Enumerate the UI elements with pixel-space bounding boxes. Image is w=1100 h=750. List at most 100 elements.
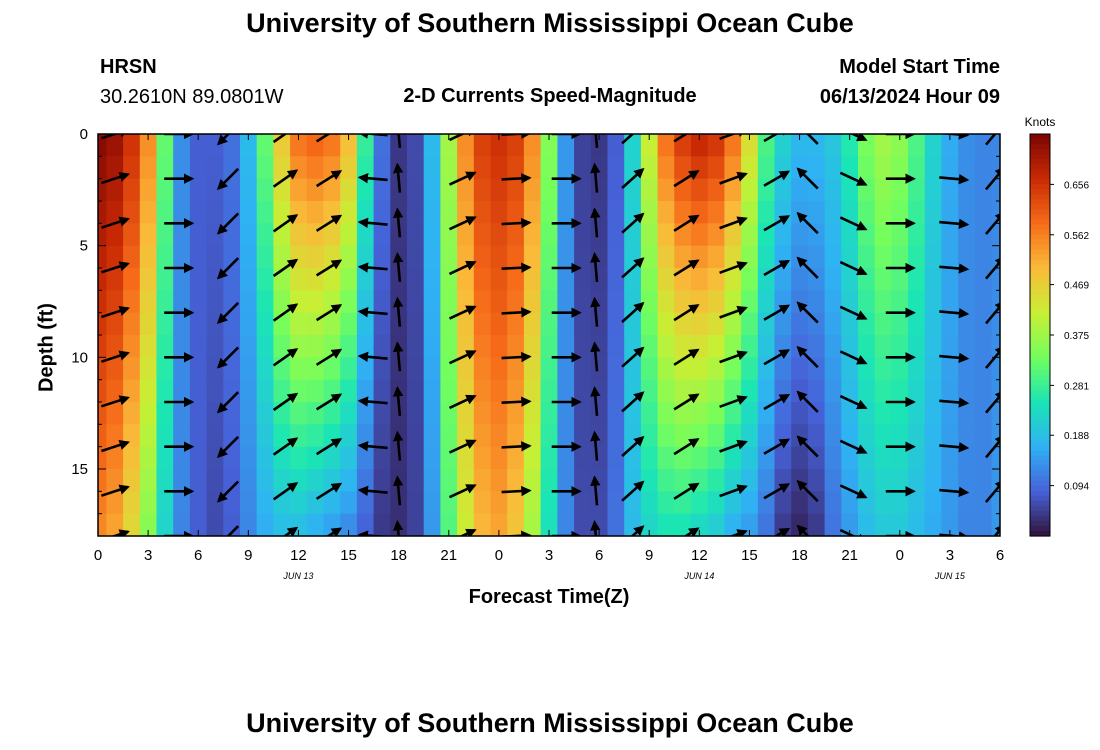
heatmap-cell	[691, 402, 709, 425]
colorbar-swatch	[1030, 340, 1050, 346]
heatmap-cell	[440, 424, 458, 448]
current-vector	[985, 134, 997, 146]
heatmap-cell	[674, 335, 692, 358]
heatmap-cell	[858, 156, 876, 180]
heatmap-cell	[924, 402, 943, 425]
heatmap-cell	[824, 290, 842, 314]
current-vector	[839, 394, 868, 410]
heatmap-cell	[590, 357, 609, 381]
heatmap-cell	[640, 245, 659, 269]
heatmap-cell	[323, 178, 341, 202]
heatmap-cell	[741, 357, 759, 381]
heatmap-cell	[139, 312, 158, 336]
heatmap-cell	[189, 156, 208, 180]
heatmap-cell	[340, 312, 358, 336]
y-axis: 0 5 10 15	[71, 126, 1000, 537]
heatmap-cell	[974, 156, 993, 180]
heatmap-cell	[457, 446, 475, 470]
heatmap-cell	[874, 312, 892, 336]
heatmap-cell	[624, 290, 642, 314]
heatmap-cell	[757, 469, 776, 492]
colorbar-swatch	[1030, 159, 1050, 165]
heatmap-cell	[173, 379, 191, 403]
heatmap-cell	[841, 357, 859, 381]
heatmap-cell	[106, 312, 124, 336]
current-vector	[796, 524, 810, 536]
heatmap-cell	[156, 290, 174, 314]
heatmap-cell	[574, 290, 592, 314]
current-vector	[100, 350, 130, 363]
heatmap-cell	[256, 335, 274, 358]
heatmap-cell	[473, 491, 492, 515]
heatmap-cell	[240, 156, 258, 180]
heatmap-cell	[540, 268, 558, 291]
heatmap-cell	[557, 491, 575, 515]
current-vector	[773, 527, 791, 536]
heatmap-cell	[507, 178, 525, 202]
heatmap-cell	[123, 268, 141, 291]
colorbar-swatch	[1030, 485, 1050, 492]
heatmap-cell	[841, 491, 859, 515]
heatmap-cell	[657, 290, 675, 314]
current-vector	[272, 482, 299, 501]
heatmap-cell	[407, 357, 425, 381]
colorbar-swatch	[1030, 229, 1050, 236]
heatmap-cell	[958, 513, 976, 536]
heatmap-cell	[256, 178, 274, 202]
heatmap-cell	[540, 379, 558, 403]
heatmap-cell	[624, 312, 642, 336]
heatmap-cell	[356, 357, 375, 381]
heatmap-cell	[340, 357, 358, 381]
heatmap-cell	[691, 156, 709, 180]
x-tick-label: 18	[791, 547, 808, 564]
current-vector	[272, 169, 299, 188]
heatmap-cell	[523, 469, 542, 492]
heatmap-cell	[156, 134, 174, 157]
colorbar-swatch	[1030, 204, 1050, 210]
heatmap-cell	[490, 357, 508, 381]
colorbar-swatch	[1030, 440, 1050, 447]
heatmap-cell	[98, 201, 107, 224]
current-vector	[216, 167, 240, 191]
heatmap-cell	[306, 424, 325, 448]
current-vector	[357, 396, 388, 407]
heatmap-cell	[757, 312, 776, 336]
heatmap-cell	[356, 223, 375, 247]
heatmap-cell	[924, 335, 943, 358]
heatmap-cell	[423, 335, 441, 358]
heatmap-cell	[98, 379, 107, 403]
heatmap-cell	[523, 156, 542, 180]
heatmap-cell	[557, 469, 575, 492]
x-tick-label: 12	[691, 547, 708, 564]
current-vector	[590, 296, 601, 327]
heatmap-cell	[306, 379, 325, 403]
heatmap-cell	[807, 290, 826, 314]
colorbar-swatch	[1030, 199, 1050, 205]
heatmap-cell	[991, 268, 1000, 291]
heatmap-cell	[156, 312, 174, 336]
colorbar-swatch	[1030, 314, 1050, 321]
heatmap-cell	[841, 469, 859, 492]
current-vector	[272, 303, 299, 322]
current-vector	[719, 484, 748, 498]
heatmap-cell	[156, 335, 174, 358]
x-tick-label: 9	[645, 547, 653, 564]
heatmap-cell	[841, 268, 859, 291]
heatmap-cell	[507, 446, 525, 470]
heatmap-cell	[290, 134, 308, 157]
date-label: JUN 14	[683, 571, 714, 581]
heatmap-cell	[407, 335, 425, 358]
y-tick-label: 15	[71, 461, 88, 478]
heatmap-cell	[256, 268, 274, 291]
heatmap-cell	[891, 424, 909, 448]
heatmap-cell	[791, 178, 809, 202]
current-vector	[621, 480, 645, 502]
heatmap-cell	[173, 312, 191, 336]
heatmap-cell	[707, 335, 725, 358]
current-vector	[392, 252, 404, 283]
current-vector	[100, 216, 130, 229]
heatmap-cell	[139, 335, 158, 358]
heatmap-cell	[206, 379, 224, 403]
heatmap-cell	[941, 491, 959, 515]
